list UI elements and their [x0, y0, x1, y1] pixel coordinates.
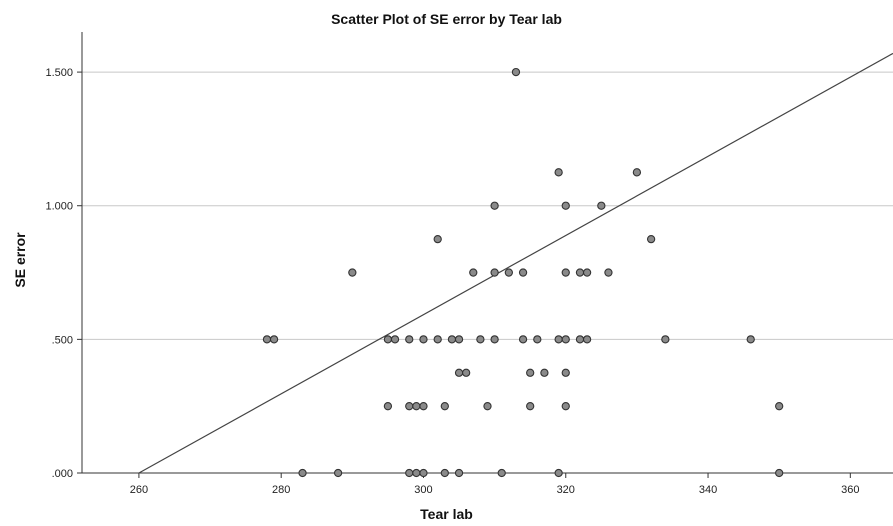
y-tick-label: .000	[52, 468, 73, 480]
scatter-point	[518, 268, 528, 277]
scatter-point	[561, 335, 570, 344]
data-points	[262, 67, 784, 478]
scatter-point	[490, 335, 499, 344]
scatter-point	[476, 335, 485, 344]
scatter-point	[419, 468, 428, 478]
scatter-point	[582, 335, 592, 344]
tick-labels: .000 .500 1.000 1.500 260 280 300 320 340 360	[45, 67, 859, 496]
scatter-point	[469, 268, 478, 277]
scatter-point	[390, 335, 400, 344]
x-tick-label: 280	[272, 484, 290, 496]
scatter-point	[405, 468, 414, 478]
scatter-point	[405, 402, 414, 411]
scatter-point	[575, 335, 585, 344]
chart-title: Scatter Plot of SE error by Tear lab	[331, 11, 562, 27]
scatter-point	[454, 335, 464, 344]
x-axis-label: Tear lab	[420, 506, 473, 522]
y-tick-label: 1.000	[45, 201, 73, 213]
scatter-point	[269, 335, 279, 344]
x-tick-label: 360	[841, 484, 859, 496]
scatter-point	[540, 368, 549, 377]
scatter-point	[746, 335, 755, 344]
scatter-point	[298, 468, 307, 478]
scatter-point	[646, 234, 656, 244]
y-tick-label: 1.500	[45, 67, 73, 79]
scatter-point	[383, 335, 393, 344]
scatter-point	[412, 468, 421, 478]
scatter-point	[604, 268, 613, 277]
x-tick-label: 260	[130, 484, 148, 496]
scatter-point	[433, 335, 442, 344]
scatter-point	[454, 468, 464, 478]
scatter-point	[775, 402, 784, 411]
scatter-point	[518, 335, 528, 344]
scatter-point	[526, 402, 535, 411]
scatter-point	[597, 201, 606, 210]
scatter-point	[333, 468, 343, 478]
scatter-point	[383, 402, 393, 411]
scatter-point	[497, 468, 506, 478]
axes	[77, 32, 893, 478]
scatter-point	[561, 268, 570, 277]
x-tick-label: 340	[699, 484, 717, 496]
scatter-point	[419, 402, 428, 411]
scatter-point	[575, 268, 585, 277]
scatter-point	[561, 201, 570, 210]
scatter-point	[504, 268, 513, 277]
scatter-point	[419, 335, 428, 344]
x-tick-label: 320	[557, 484, 575, 496]
scatter-point	[561, 402, 570, 411]
scatter-point	[526, 368, 535, 377]
y-tick-label: .500	[52, 334, 73, 346]
scatter-point	[440, 402, 449, 411]
scatter-point	[262, 335, 272, 344]
scatter-point	[582, 268, 592, 277]
fit-line	[138, 52, 893, 474]
scatter-point	[554, 335, 563, 344]
scatter-point	[661, 335, 670, 344]
scatter-point	[632, 168, 642, 177]
scatter-point	[348, 268, 357, 277]
scatter-point	[775, 468, 784, 478]
scatter-point	[490, 268, 499, 277]
scatter-point	[412, 402, 421, 411]
scatter-point	[454, 368, 464, 377]
gridlines	[82, 71, 893, 340]
scatter-point	[440, 468, 449, 478]
fit-line-group	[138, 52, 893, 474]
scatter-point	[405, 335, 414, 344]
scatter-point	[483, 402, 492, 411]
scatter-point	[462, 368, 471, 377]
scatter-point	[554, 168, 563, 177]
scatter-point	[511, 67, 521, 77]
scatter-point	[433, 234, 442, 244]
scatter-point	[447, 335, 457, 344]
x-tick-label: 300	[414, 484, 432, 496]
scatter-point	[561, 368, 570, 377]
scatter-point	[554, 468, 563, 478]
scatter-point	[490, 201, 499, 210]
scatter-point	[533, 335, 542, 344]
